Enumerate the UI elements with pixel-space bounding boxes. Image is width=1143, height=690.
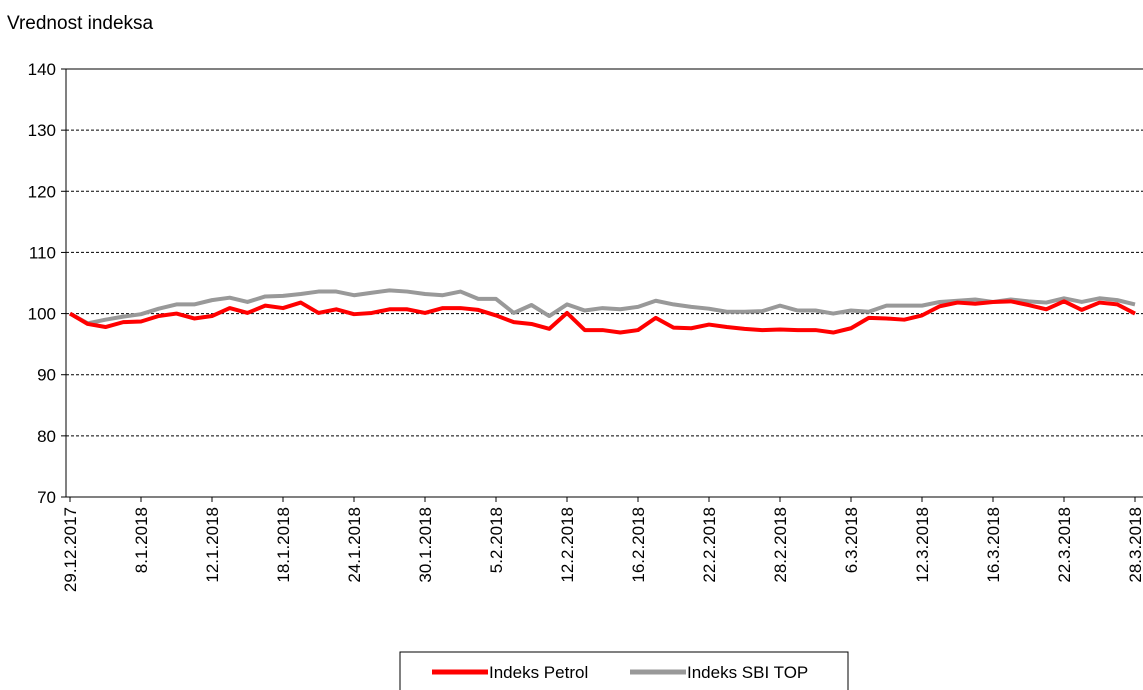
y-tick-label: 110: [29, 243, 56, 262]
x-tick-label: 18.1.2018: [274, 507, 293, 583]
x-tick-label: 16.2.2018: [629, 507, 648, 583]
x-tick-label: 6.3.2018: [842, 507, 861, 573]
x-tick-label: 24.1.2018: [345, 507, 364, 583]
legend: Indeks Petrol Indeks SBI TOP: [399, 651, 849, 690]
legend-label: Indeks SBI TOP: [687, 663, 808, 682]
x-tick-label: 8.1.2018: [132, 507, 151, 573]
x-tick-label: 16.3.2018: [984, 507, 1003, 583]
x-tick-label: 28.2.2018: [771, 507, 790, 583]
y-tick-label: 90: [37, 366, 56, 385]
x-tick-label: 22.3.2018: [1055, 507, 1074, 583]
legend-label: Indeks Petrol: [489, 663, 588, 682]
y-tick-label: 140: [28, 60, 56, 79]
x-tick-label: 28.3.2018: [1126, 507, 1143, 583]
y-tick-label: 100: [28, 305, 56, 324]
x-tick-label: 29.12.2017: [61, 507, 80, 592]
x-tick-label: 12.2.2018: [558, 507, 577, 583]
x-tick-label: 12.1.2018: [203, 507, 222, 583]
y-tick-label: 80: [37, 427, 56, 446]
y-tick-label: 70: [37, 488, 56, 507]
x-tick-label: 30.1.2018: [416, 507, 435, 583]
y-axis-label: Vrednost indeksa: [7, 13, 154, 34]
x-tick-label: 22.2.2018: [700, 507, 719, 583]
x-tick-label: 5.2.2018: [487, 507, 506, 573]
x-tick-label: 12.3.2018: [913, 507, 932, 583]
line-series: [68, 299, 1136, 335]
y-tick-label: 120: [28, 182, 56, 201]
y-tick-label: 130: [28, 121, 56, 140]
